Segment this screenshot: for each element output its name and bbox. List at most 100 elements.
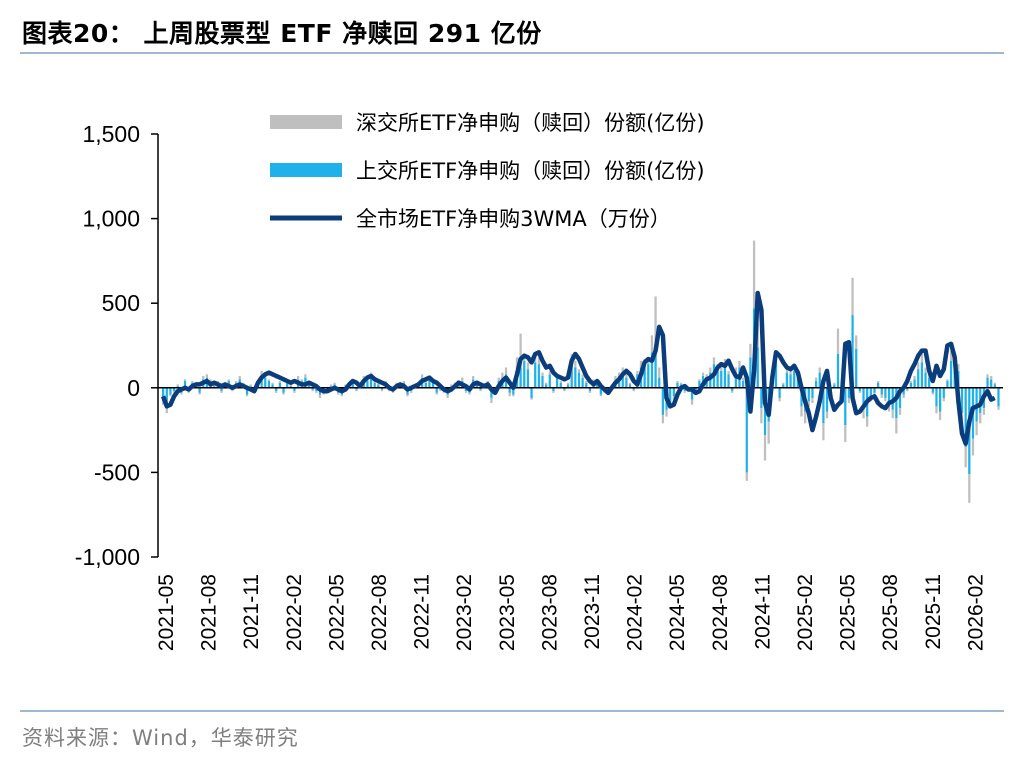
szse-bar <box>811 397 814 404</box>
szse-bar <box>315 391 318 393</box>
sse-bar <box>986 377 989 388</box>
szse-bar <box>373 381 376 383</box>
sse-bar <box>574 367 577 388</box>
legend: 深交所ETF净申购（赎回）份额(亿份) 上交所ETF净申购（赎回）份额(亿份) … <box>270 111 705 231</box>
x-tick-label: 2023-02 <box>453 574 476 651</box>
szse-bar <box>679 382 683 385</box>
szse-bar <box>621 367 624 373</box>
sse-bar <box>822 387 825 424</box>
szse-bar <box>395 382 398 385</box>
szse-bar <box>749 343 752 358</box>
sse-bar <box>282 387 285 393</box>
szse-bar <box>172 391 176 393</box>
szse-bar <box>866 416 869 427</box>
szse-bar <box>519 333 522 368</box>
sse-bar <box>581 377 584 388</box>
szse-bar <box>191 381 194 383</box>
szse-bar <box>701 372 705 376</box>
szse-bar <box>490 397 493 404</box>
szse-bar <box>198 392 201 395</box>
sse-bar <box>183 381 187 388</box>
szse-bar <box>825 411 829 419</box>
y-tick-label: 500 <box>102 290 140 316</box>
sse-bar <box>172 387 176 392</box>
szse-bar <box>847 397 851 404</box>
szse-bar <box>891 409 894 419</box>
szse-bar <box>293 391 296 393</box>
szse-bars <box>162 240 1000 503</box>
szse-bar <box>778 397 781 402</box>
sse-bar <box>162 387 165 402</box>
szse-bar <box>304 374 307 378</box>
sse-bar <box>508 387 511 393</box>
sse-bar <box>632 387 635 390</box>
sse-bar <box>307 382 311 388</box>
sse-bar <box>479 387 482 390</box>
sse-bar <box>672 387 675 397</box>
sse-bar <box>523 360 526 388</box>
sse-bar <box>964 387 967 448</box>
sse-bar <box>993 384 996 388</box>
x-tick-label: 2023-05 <box>496 574 519 651</box>
szse-bar <box>979 413 982 424</box>
sse-bar <box>800 387 803 407</box>
sse-bar <box>654 347 657 388</box>
sse-bar <box>537 364 540 388</box>
sse-bar <box>267 381 271 388</box>
szse-bar <box>800 406 803 417</box>
sse-bars <box>162 308 1000 475</box>
szse-bar <box>720 365 723 371</box>
x-tick-label: 2025-08 <box>879 574 902 651</box>
szse-bar <box>275 391 278 393</box>
sse-bar <box>811 387 814 398</box>
sse-bar <box>311 387 314 390</box>
szse-bar <box>683 391 686 393</box>
szse-bar <box>712 357 716 365</box>
szse-bar <box>789 370 792 375</box>
sse-bar <box>475 384 478 388</box>
sse-bar <box>552 387 555 392</box>
x-tick-label: 2021-11 <box>240 574 263 650</box>
y-tick-label: 1,000 <box>82 206 140 232</box>
legend-label-wma: 全市场ETF净申购3WMA（万份） <box>356 207 671 231</box>
szse-bar <box>337 392 340 395</box>
szse-bar <box>187 391 190 393</box>
szse-bar <box>884 397 887 402</box>
sse-bar <box>851 315 854 388</box>
szse-bar <box>340 394 344 397</box>
sse-bar <box>577 372 581 388</box>
szse-bar <box>745 472 748 481</box>
szse-bar <box>760 408 763 424</box>
szse-bar <box>986 374 989 378</box>
szse-bar <box>446 394 449 398</box>
szse-bar <box>938 411 942 420</box>
sse-bar <box>734 372 737 388</box>
szse-bar <box>296 375 300 380</box>
sse-bar <box>887 387 891 405</box>
szse-bar <box>329 384 333 387</box>
szse-bar <box>752 240 756 309</box>
sse-bar <box>990 379 993 388</box>
szse-bar <box>563 389 566 392</box>
top-divider <box>20 52 1004 54</box>
sse-bar <box>559 382 562 388</box>
y-tick-label: 0 <box>127 375 140 401</box>
sse-bar <box>938 387 942 412</box>
x-tick-label: 2024-05 <box>666 574 689 651</box>
szse-bar <box>785 367 789 373</box>
szse-bar <box>993 382 996 385</box>
sse-bar <box>424 382 427 388</box>
sse-bar <box>935 387 938 407</box>
szse-bar <box>836 328 840 354</box>
sse-bar <box>909 382 913 388</box>
sse-bar <box>997 387 1000 407</box>
szse-bar <box>530 397 533 400</box>
sse-bar <box>709 372 712 388</box>
sse-bar <box>847 387 851 398</box>
szse-bar <box>311 389 314 392</box>
sse-bar <box>698 381 701 388</box>
szse-bar <box>665 409 668 417</box>
szse-bar <box>887 404 891 412</box>
szse-bar <box>213 384 216 387</box>
szse-bar <box>344 384 347 387</box>
